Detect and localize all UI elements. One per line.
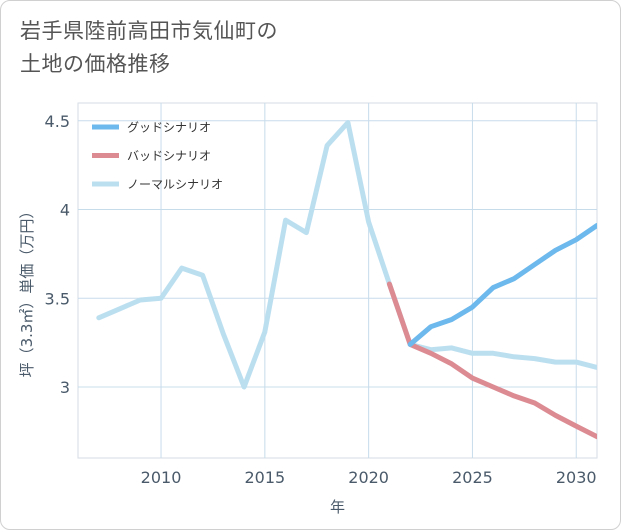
series-line-1 — [386, 281, 597, 440]
y-tick-label: 3.5 — [45, 289, 70, 308]
y-tick-label: 4 — [60, 201, 70, 220]
y-tick-label: 4.5 — [45, 112, 70, 131]
series-lines — [96, 120, 597, 440]
x-tick-label: 2025 — [452, 468, 493, 487]
x-tick-label: 2020 — [348, 468, 389, 487]
y-tick-label: 3 — [60, 378, 70, 397]
x-tick-label: 2010 — [141, 468, 182, 487]
series-line-0 — [407, 223, 597, 347]
chart-title-line-2: 土地の価格推移 — [20, 52, 171, 76]
axes: 2010 2015 2020 2025 2030 3 3.5 4 4.5 — [45, 112, 597, 487]
legend-label: ノーマルシナリオ — [127, 178, 223, 192]
x-axis-title: 年 — [330, 498, 345, 516]
plot-area — [77, 102, 598, 459]
legend-label: バッドシナリオ — [127, 149, 211, 163]
x-tick-label: 2030 — [556, 468, 597, 487]
grid — [77, 102, 598, 459]
legend-label: グッドシナリオ — [127, 121, 211, 135]
series-line-2 — [96, 120, 597, 390]
chart-title-line-1: 岩手県陸前高田市気仙町の — [20, 19, 278, 43]
chart-title: 岩手県陸前高田市気仙町の 土地の価格推移 — [20, 15, 580, 81]
y-axis-title: 坪（3.3㎡）単価（万円） — [18, 204, 36, 378]
x-tick-label: 2015 — [244, 468, 285, 487]
